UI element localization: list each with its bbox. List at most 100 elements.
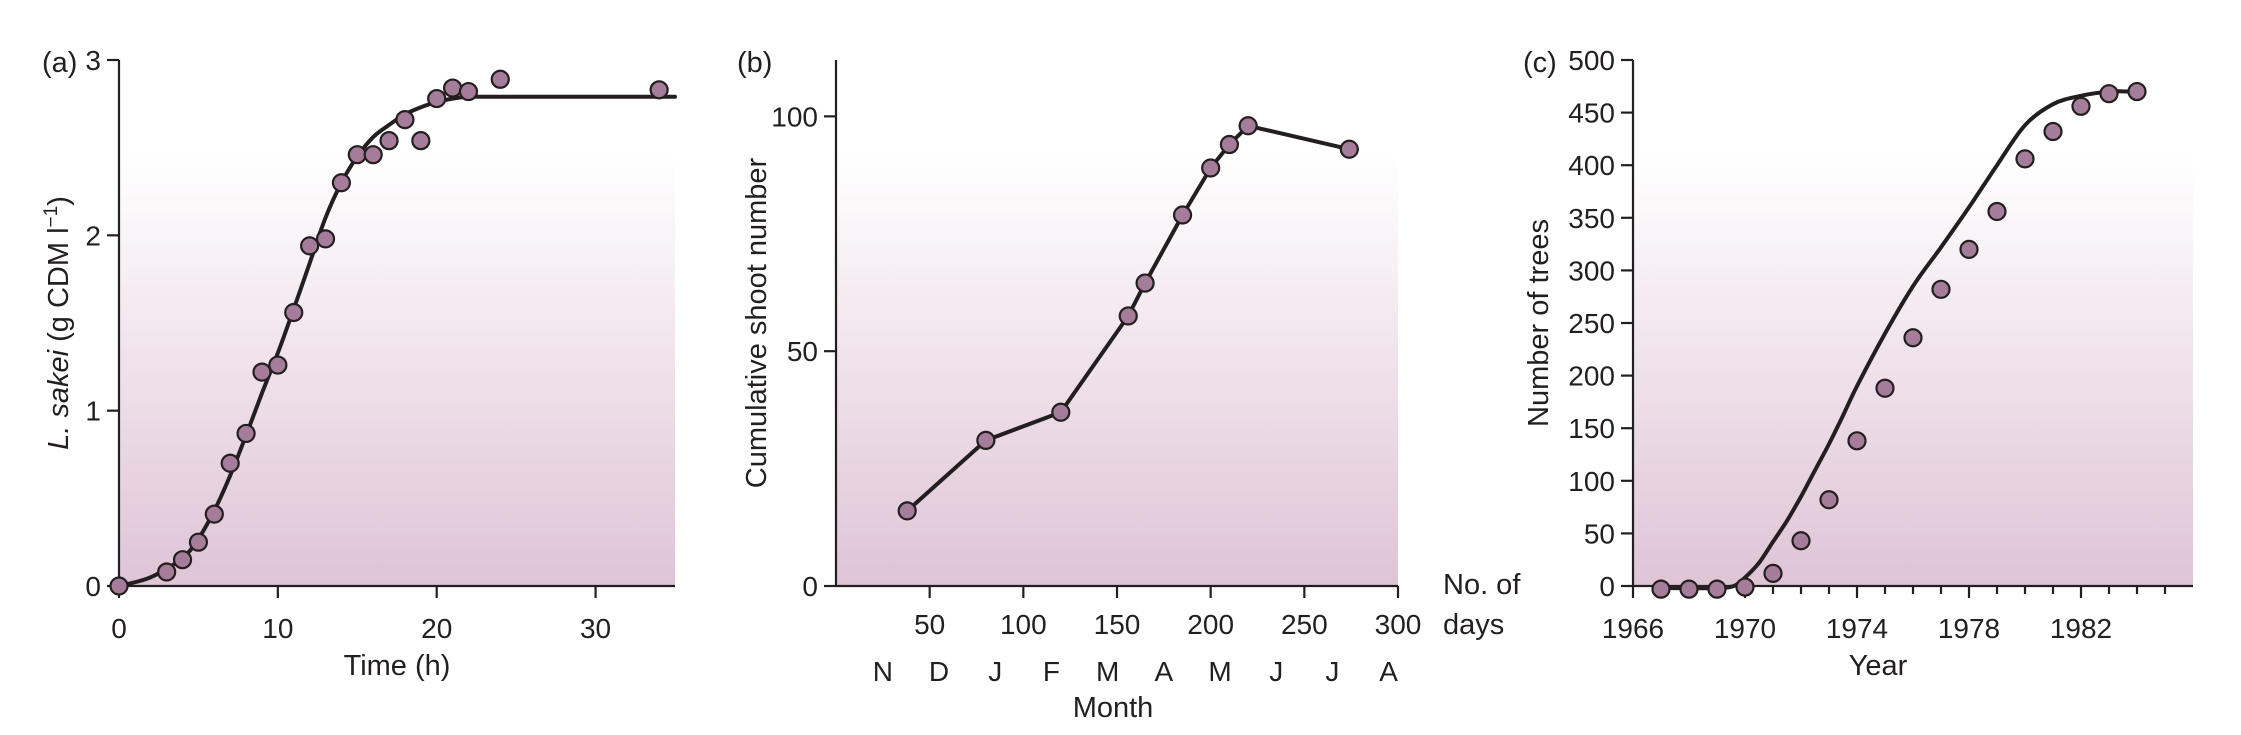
panel-b-y-ticks: 0 50 100 — [771, 101, 836, 602]
panel-a-data-point — [411, 131, 431, 151]
panel-a-letter: (a) — [42, 47, 77, 79]
panel-a-y-axis-title: L. sakei (g CDM l−1) — [41, 196, 75, 450]
panel-c-y-tick-label: 200 — [1568, 361, 1615, 392]
panel-c-data-point — [2015, 149, 2035, 169]
panel-b-month-label: A — [1154, 656, 1173, 687]
panel-a-data-point — [204, 504, 224, 524]
panel-a-data-point — [300, 236, 320, 256]
panel-a-data-point — [458, 81, 479, 102]
panel-b-data-point — [1135, 273, 1155, 293]
panel-a-ylabel-superscript: −1 — [41, 206, 62, 228]
panel-c-letter: (c) — [1523, 47, 1557, 79]
panel-a-data-point — [236, 423, 256, 444]
panel-c-data-point — [2127, 81, 2147, 102]
panel-c-data-point — [1679, 579, 1699, 599]
panel-c-y-tick-label: 450 — [1568, 98, 1615, 129]
panel-c-y-tick-label: 0 — [1599, 571, 1615, 602]
panel-c-data-points — [1651, 81, 2147, 599]
panel-b-plot-background — [836, 60, 1398, 586]
panel-a-data-point — [315, 229, 336, 249]
panel-a-data-point — [490, 69, 510, 89]
panel-c-y-tick-label: 50 — [1584, 518, 1615, 549]
panel-c-x-tick-label: 1978 — [1938, 613, 2000, 644]
panel-b-x-axis-title: Month — [1073, 692, 1154, 724]
panel-b-data-point — [1051, 402, 1071, 422]
panel-a-data-point — [379, 131, 399, 151]
panel-b-x-tick-label: 100 — [1000, 609, 1047, 640]
panel-c-data-point — [1931, 279, 1951, 299]
panel-c-data-point — [2099, 84, 2119, 104]
panel-b-x-tick-label: 200 — [1187, 609, 1234, 640]
panel-c-data-point — [1959, 239, 1979, 259]
panel-c-x-axis-title: Year — [1849, 650, 1908, 682]
panel-b-x-ticks: 50 100 150 200 250 300 — [914, 586, 1421, 640]
panel-a-data-point — [268, 355, 288, 375]
panel-b-data-point — [1238, 116, 1258, 136]
panel-c-data-point — [2071, 96, 2091, 116]
panel-b-data-point — [1219, 134, 1240, 155]
panel-a-x-tick-label: 0 — [111, 613, 127, 644]
panel-c-data-point — [1987, 201, 2007, 222]
panel-a-y-ticks: 0 1 2 3 — [85, 45, 119, 602]
panel-c-x-tick-label: 1970 — [1714, 613, 1776, 644]
panel-c-data-point — [1651, 579, 1671, 599]
panel-a-data-point — [427, 88, 447, 109]
panel-b-month-label: D — [929, 656, 949, 687]
panel-a-ylabel-unit: (g CDM l — [43, 227, 75, 349]
panel-c-data-point — [1819, 490, 1839, 510]
panel-c-x-tick-label: 1966 — [1602, 613, 1664, 644]
panel-b-data-point — [1118, 306, 1138, 326]
panel-b-month-label: M — [1208, 656, 1231, 687]
panel-c-data-point — [1791, 531, 1811, 551]
panel-c-x-tick-label: 1982 — [2050, 613, 2112, 644]
panel-a-ylabel-species: L. sakei — [43, 348, 75, 449]
panel-a-plot-background — [119, 60, 675, 586]
panel-c-y-tick-label: 150 — [1568, 413, 1615, 444]
panel-b-x-tick-label: 250 — [1281, 609, 1328, 640]
panel-a-x-axis-title: Time (h) — [344, 650, 451, 682]
panel-a-data-point — [284, 302, 304, 323]
panel-c-y-tick-label: 100 — [1568, 466, 1615, 497]
panel-b-y-tick-label: 50 — [787, 336, 818, 367]
panel-c-y-axis-title: Number of trees — [1523, 219, 1555, 427]
panel-b-data-point — [976, 430, 996, 451]
panel-c-data-point — [2043, 121, 2063, 142]
panel-a-x-tick-label: 20 — [421, 613, 452, 644]
panel-b-month-label: J — [1269, 656, 1283, 687]
panel-a-data-point — [331, 173, 351, 193]
panel-c-y-tick-label: 250 — [1568, 308, 1615, 339]
panel-a-data-point — [649, 80, 669, 100]
panel-a-x-tick-label: 10 — [262, 613, 293, 644]
panel-a-x-tick-label: 30 — [580, 613, 611, 644]
panel-c-data-point — [1847, 431, 1867, 451]
panel-b-month-label: A — [1379, 656, 1398, 687]
panel-b-data-point — [1172, 205, 1193, 225]
panel-b-days-label-line2: days — [1443, 609, 1504, 641]
panel-c-plot-background — [1633, 60, 2193, 586]
panel-a-y-tick-label: 0 — [85, 571, 101, 602]
panel-a-growth-chart: 0 1 2 3 0 10 20 30 (a) Time (h) L. sakei (g CD… — [41, 45, 677, 682]
panel-c-x-tick-label: 1974 — [1826, 613, 1888, 644]
panel-b-y-tick-label: 0 — [802, 571, 818, 602]
panel-c-data-point — [1763, 563, 1783, 583]
panel-c-y-tick-label: 400 — [1568, 150, 1615, 181]
panel-b-data-point — [1339, 139, 1359, 159]
panel-a-data-points — [109, 69, 669, 596]
panel-a-y-tick-label: 2 — [85, 220, 101, 251]
panel-c-y-tick-label: 350 — [1568, 203, 1615, 234]
panel-c-y-tick-label: 500 — [1568, 45, 1615, 76]
panel-c-data-point — [1707, 579, 1727, 599]
panel-b-data-points — [897, 116, 1359, 521]
panel-b-x-tick-label: 150 — [1094, 609, 1141, 640]
panel-c-y-ticks: 0 50 100 150 200 250 300 350 400 450 500 — [1568, 45, 1633, 602]
panel-a-data-point — [395, 110, 415, 130]
panel-b-days-label-line1: No. of — [1443, 569, 1521, 601]
panel-a-data-point — [220, 453, 240, 473]
panel-a-y-tick-label: 1 — [85, 396, 101, 427]
panel-c-data-point — [1903, 328, 1923, 348]
panel-a-data-point — [157, 562, 177, 582]
